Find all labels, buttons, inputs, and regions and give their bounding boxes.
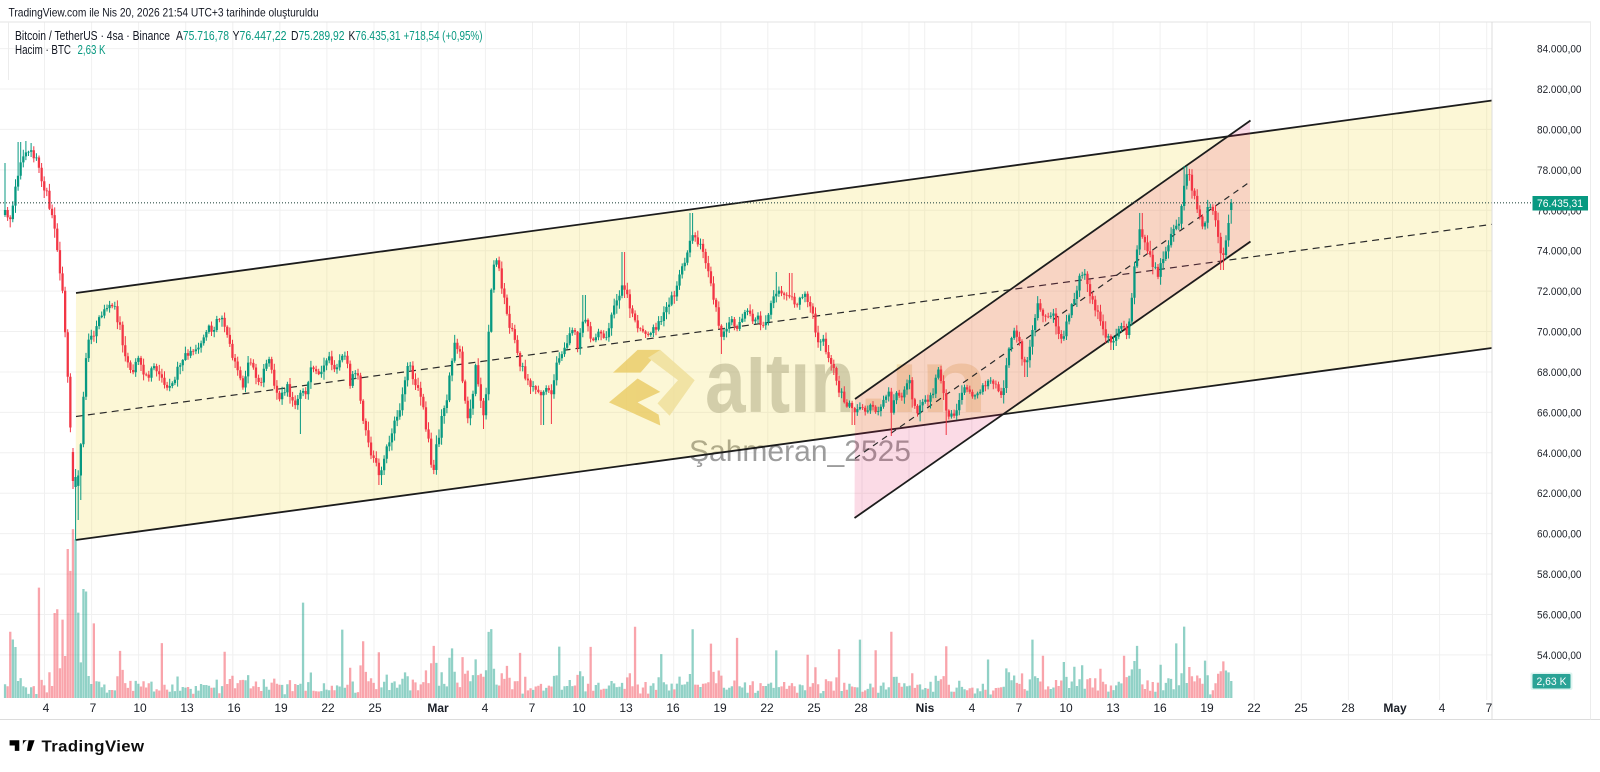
svg-text:10: 10 [572,701,586,715]
svg-text:68.000,00: 68.000,00 [1537,367,1582,379]
svg-text:TradingView: TradingView [42,739,146,756]
svg-text:78.000,00: 78.000,00 [1537,165,1582,177]
svg-text:64.000,00: 64.000,00 [1537,448,1582,460]
svg-text:TradingView.com ile Nis 20, 20: TradingView.com ile Nis 20, 2026 21:54 U… [9,6,319,20]
svg-text:7: 7 [90,701,97,715]
svg-text:D75.289,92: D75.289,92 [291,29,345,43]
svg-text:Y76.447,22: Y76.447,22 [233,29,287,43]
svg-text:74.000,00: 74.000,00 [1537,246,1582,258]
svg-text:A75.716,78: A75.716,78 [176,29,229,43]
svg-text:80.000,00: 80.000,00 [1537,124,1582,136]
svg-text:56.000,00: 56.000,00 [1537,610,1582,622]
svg-text:4: 4 [482,701,489,715]
svg-text:altin: altin [705,332,855,432]
svg-text:Hacim · BTC: Hacim · BTC [15,43,71,57]
svg-text:62.000,00: 62.000,00 [1537,488,1582,500]
svg-text:19: 19 [1200,701,1214,715]
svg-text:25: 25 [807,701,821,715]
svg-text:7: 7 [529,701,536,715]
svg-text:K76.435,31: K76.435,31 [349,29,401,43]
svg-text:4: 4 [43,701,50,715]
svg-text:22: 22 [1247,701,1261,715]
svg-text:28: 28 [1341,701,1355,715]
svg-text:25: 25 [368,701,382,715]
svg-text:2,63 K: 2,63 K [1537,676,1568,688]
svg-text:Nis: Nis [916,701,935,715]
svg-text:84.000,00: 84.000,00 [1537,44,1582,56]
svg-text:May: May [1383,701,1407,715]
svg-text:60.000,00: 60.000,00 [1537,529,1582,541]
svg-text:58.000,00: 58.000,00 [1537,569,1582,581]
svg-text:10: 10 [133,701,147,715]
svg-text:19: 19 [713,701,727,715]
svg-text:22: 22 [760,701,774,715]
svg-text:Mar: Mar [427,701,449,715]
svg-text:66.000,00: 66.000,00 [1537,407,1582,419]
svg-text:13: 13 [619,701,633,715]
svg-text:22: 22 [321,701,335,715]
svg-text:72.000,00: 72.000,00 [1537,286,1582,298]
svg-text:13: 13 [1106,701,1120,715]
svg-text:82.000,00: 82.000,00 [1537,84,1582,96]
svg-text:4: 4 [969,701,976,715]
svg-text:7: 7 [1016,701,1023,715]
svg-text:13: 13 [180,701,194,715]
svg-text:2,63 K: 2,63 K [78,43,107,57]
svg-text:76.435,31: 76.435,31 [1537,198,1583,210]
svg-text:25: 25 [1294,701,1308,715]
svg-text:7: 7 [1486,701,1493,715]
svg-text:19: 19 [274,701,288,715]
svg-text:16: 16 [227,701,241,715]
svg-text:16: 16 [1153,701,1167,715]
svg-text:16: 16 [666,701,680,715]
svg-text:28: 28 [854,701,868,715]
svg-text:70.000,00: 70.000,00 [1537,327,1582,339]
svg-text:54.000,00: 54.000,00 [1537,650,1582,662]
svg-text:10: 10 [1059,701,1073,715]
svg-text:4: 4 [1439,701,1446,715]
svg-text:Bitcoin / TetherUS · 4sa · Bin: Bitcoin / TetherUS · 4sa · Binance [15,29,170,43]
svg-text:+718,54 (+0,95%): +718,54 (+0,95%) [404,29,483,43]
